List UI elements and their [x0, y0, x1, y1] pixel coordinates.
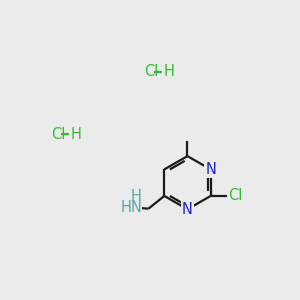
- Text: H: H: [71, 127, 82, 142]
- Text: Cl: Cl: [228, 188, 242, 203]
- Text: Cl: Cl: [145, 64, 159, 79]
- Text: N: N: [182, 202, 193, 217]
- Text: H: H: [131, 189, 142, 204]
- Text: Cl: Cl: [52, 127, 66, 142]
- Text: H: H: [164, 64, 175, 79]
- Text: N: N: [131, 200, 142, 215]
- Text: N: N: [205, 162, 216, 177]
- Text: H: H: [121, 200, 132, 215]
